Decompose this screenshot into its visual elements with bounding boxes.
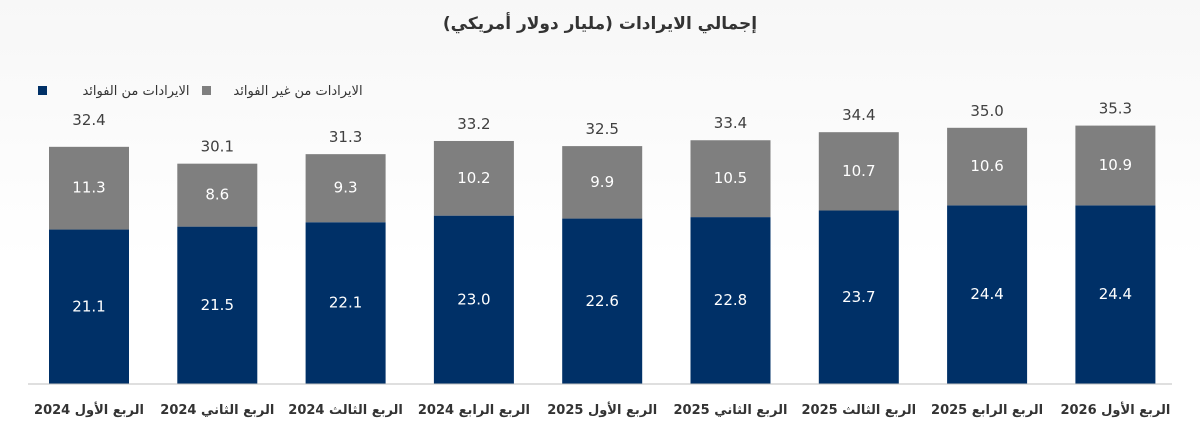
total-label-8: 35.3: [1099, 100, 1132, 118]
x-tick-label-2: الربع الثالث 2024: [288, 403, 403, 418]
bar-non-interest-8: [1075, 125, 1156, 206]
data-label-interest-7: 24.4: [970, 285, 1003, 303]
legend-swatch-interest: [38, 86, 47, 95]
bar-non-interest-4: [562, 146, 643, 219]
x-tick-label-4: الربع الأول 2025: [547, 401, 657, 418]
bar-non-interest-3: [433, 140, 514, 216]
data-label-non-interest-5: 10.5: [714, 169, 747, 187]
total-label-3: 33.2: [457, 115, 490, 133]
data-label-non-interest-1: 8.6: [205, 186, 229, 204]
bar-interest-3: [433, 215, 514, 384]
total-label-4: 32.5: [585, 120, 618, 138]
data-label-non-interest-8: 10.9: [1099, 156, 1132, 174]
x-tick-label-1: الربع الثاني 2024: [160, 403, 274, 418]
data-label-non-interest-4: 9.9: [590, 173, 614, 191]
bar-non-interest-6: [818, 132, 899, 211]
bar-interest-7: [947, 205, 1028, 384]
bar-non-interest-1: [177, 163, 258, 227]
data-label-non-interest-0: 11.3: [72, 179, 105, 197]
data-label-interest-2: 22.1: [329, 294, 362, 312]
total-label-6: 34.4: [842, 106, 875, 124]
total-label-2: 31.3: [329, 128, 362, 146]
bar-non-interest-2: [305, 154, 386, 223]
legend-swatch-non-interest: [202, 86, 211, 95]
data-label-interest-4: 22.6: [585, 292, 618, 310]
bar-non-interest-0: [49, 146, 129, 230]
bar-interest-8: [1075, 205, 1156, 384]
total-label-0: 32.4: [72, 111, 105, 129]
data-label-non-interest-7: 10.6: [970, 157, 1003, 175]
bar-interest-1: [177, 226, 258, 384]
bar-interest-4: [562, 218, 643, 384]
data-label-non-interest-6: 10.7: [842, 162, 875, 180]
x-tick-label-7: الربع الرابع 2025: [931, 403, 1043, 418]
bar-non-interest-7: [947, 127, 1028, 206]
x-axis-ticks: الربع الأول 2024 الربع الثاني 2024 الربع ا…: [34, 401, 1170, 418]
x-tick-label-8: الربع الأول 2026: [1060, 401, 1170, 418]
bars-layer: 21.1 11.3 32.4 21.5 8.6 30.1 22.1 9.3 31.3 23.0 10…: [49, 100, 1156, 384]
data-label-interest-6: 23.7: [842, 288, 875, 306]
bar-interest-0: [49, 229, 129, 384]
total-label-5: 33.4: [714, 114, 747, 132]
bar-interest-5: [690, 217, 771, 384]
data-label-interest-1: 21.5: [201, 296, 234, 314]
total-label-7: 35.0: [970, 102, 1003, 120]
data-label-interest-0: 21.1: [72, 297, 105, 315]
data-label-non-interest-3: 10.2: [457, 169, 490, 187]
x-tick-label-3: الربع الرابع 2024: [418, 403, 530, 418]
data-label-interest-8: 24.4: [1099, 285, 1132, 303]
data-label-interest-5: 22.8: [714, 291, 747, 309]
legend-label-interest: الايرادات من الفوائد: [82, 84, 189, 99]
legend: الايرادات من الفوائد الايرادات من غير ال…: [38, 84, 363, 99]
legend-label-non-interest: الايرادات من غير الفوائد: [233, 84, 362, 99]
bar-interest-2: [305, 222, 386, 384]
bar-interest-6: [818, 210, 899, 384]
chart-title: إجمالي الايرادات (مليار دولار أمريكي): [442, 14, 758, 34]
data-label-non-interest-2: 9.3: [334, 179, 358, 197]
bar-non-interest-5: [690, 140, 771, 218]
total-label-1: 30.1: [201, 138, 234, 156]
x-tick-label-6: الربع الثالث 2025: [802, 403, 917, 418]
data-label-interest-3: 23.0: [457, 290, 490, 308]
x-tick-label-0: الربع الأول 2024: [34, 401, 144, 418]
x-tick-label-5: الربع الثاني 2025: [674, 403, 788, 418]
